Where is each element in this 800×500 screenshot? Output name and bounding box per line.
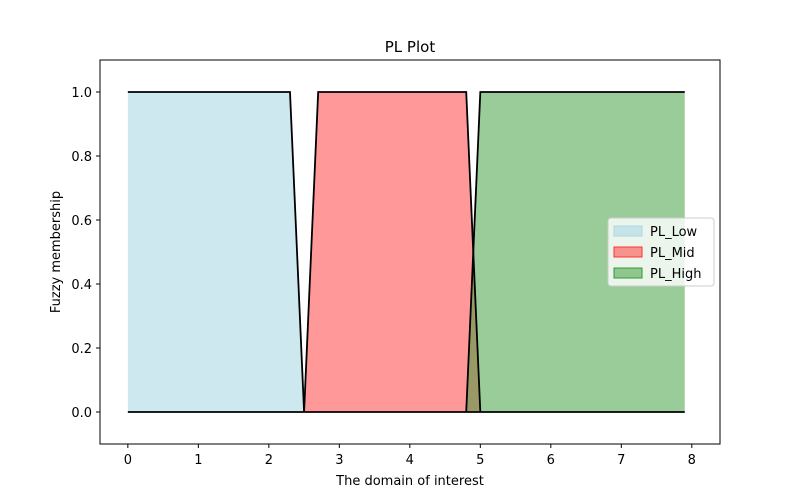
x-tick-label: 7 [617,453,625,468]
chart-title: PL Plot [385,38,436,56]
x-tick-label: 6 [547,453,555,468]
line-pl-high [465,91,685,413]
x-tick-label: 4 [406,453,414,468]
legend-swatch-pl-high [613,267,643,279]
y-axis: 0.0 0.2 0.4 0.6 0.8 1.0 [71,86,100,421]
line-pl-low [127,91,305,413]
y-tick-label: 0.0 [71,406,92,421]
y-tick-label: 0.2 [71,342,92,357]
x-tick-label: 2 [265,453,273,468]
legend-label-pl-mid: PL_Mid [650,246,695,261]
y-tick-label: 0.6 [71,214,92,229]
x-tick-label: 3 [335,453,343,468]
x-axis-label: The domain of interest [335,474,484,489]
y-tick-label: 1.0 [71,86,92,101]
area-pl-low [127,92,305,412]
legend-swatch-pl-low [613,225,643,237]
x-tick-label: 1 [194,453,202,468]
y-tick-label: 0.8 [71,150,92,165]
legend-label-pl-high: PL_High [650,267,701,282]
legend-label-pl-low: PL_Low [650,225,698,240]
x-axis: 0 1 2 3 4 5 6 7 8 [124,444,696,468]
y-tick-label: 0.4 [71,278,92,293]
area-pl-high [466,92,685,412]
x-tick-label: 0 [124,453,132,468]
x-tick-label: 5 [476,453,484,468]
y-axis-label: Fuzzy membership [49,191,64,313]
plot-frame [99,59,721,445]
plot-area [127,91,685,413]
legend: PL_Low PL_Mid PL_High [607,217,715,287]
area-pl-mid [304,92,481,412]
legend-swatch-pl-mid [613,246,643,258]
x-tick-label: 8 [688,453,696,468]
